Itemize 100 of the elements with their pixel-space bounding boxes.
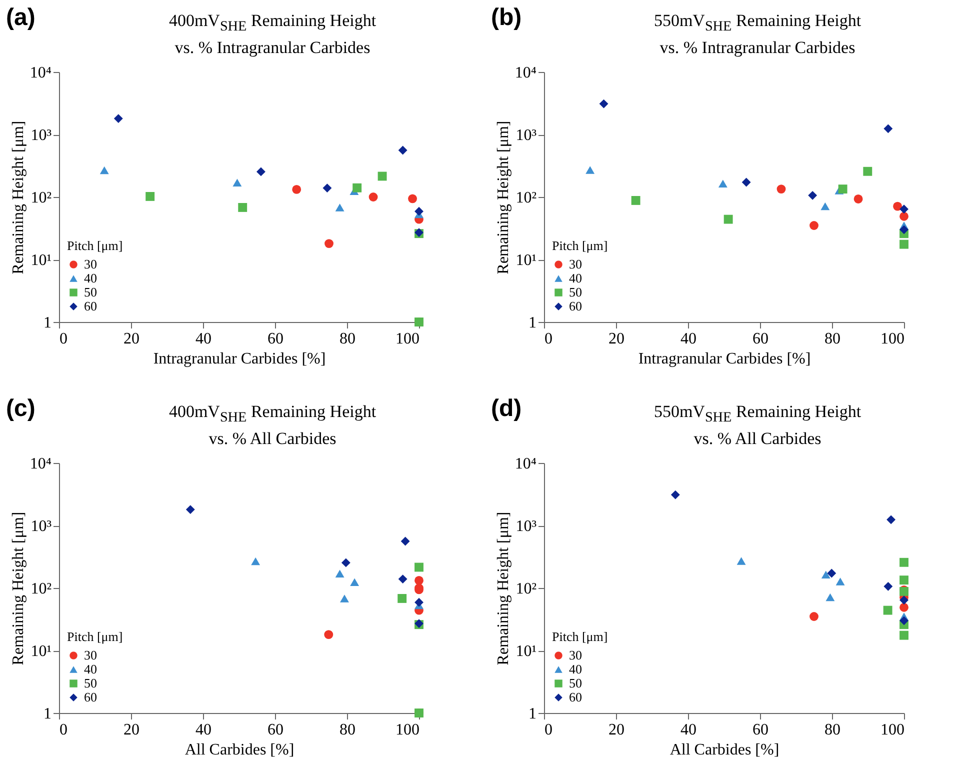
point xyxy=(408,194,417,204)
legend-label: 30 xyxy=(569,648,582,663)
point xyxy=(670,490,680,500)
x-tick-label: 40 xyxy=(196,330,212,348)
point xyxy=(414,207,424,216)
y-tick-label: 10³ xyxy=(516,518,537,536)
x-tick-label: 0 xyxy=(544,722,552,739)
x-tick-label: 100 xyxy=(880,722,904,739)
x-tick-label: 100 xyxy=(396,330,420,348)
legend-label: 60 xyxy=(84,298,97,314)
y-tick-label: 1 xyxy=(528,314,536,332)
y-axis-title: Remaining Height [μm] xyxy=(10,512,27,666)
point xyxy=(900,576,908,585)
point xyxy=(718,180,728,188)
point xyxy=(378,172,387,182)
point xyxy=(400,537,410,546)
point xyxy=(322,184,332,193)
chart-subtitle: vs. % Intragranular Carbides xyxy=(660,38,856,58)
y-axis-title: Remaining Height [μm] xyxy=(10,121,27,275)
point xyxy=(810,221,818,230)
point xyxy=(186,505,195,514)
point xyxy=(724,215,733,224)
x-axis-title: Intragranular Carbides [%] xyxy=(638,350,811,368)
point xyxy=(900,240,908,250)
x-tick-label: 40 xyxy=(680,330,696,348)
legend-label: 30 xyxy=(569,256,582,272)
point xyxy=(414,563,424,572)
y-tick-label: 10³ xyxy=(30,127,52,144)
legend-label: 60 xyxy=(569,690,582,705)
y-tick-label: 10⁴ xyxy=(514,64,537,82)
y-tick-label: 1 xyxy=(528,706,536,723)
point xyxy=(146,192,155,202)
legend-title: Pitch [μm] xyxy=(67,238,123,254)
point xyxy=(324,630,334,640)
chart-title: 550mV$_{SHE}$ Remaining Height xyxy=(654,402,862,426)
x-tick-label: 40 xyxy=(196,722,212,739)
x-tick-label: 60 xyxy=(752,330,768,348)
x-tick-label: 60 xyxy=(268,330,284,348)
point xyxy=(292,185,302,194)
point xyxy=(368,192,378,202)
point xyxy=(340,594,349,603)
legend-title: Pitch [μm] xyxy=(552,238,608,254)
point xyxy=(821,571,830,579)
x-tick-label: 20 xyxy=(608,330,624,348)
x-tick-label: 20 xyxy=(608,722,624,739)
y-tick-label: 10¹ xyxy=(516,252,537,270)
point xyxy=(810,612,818,622)
x-tick-label: 80 xyxy=(824,722,840,739)
point xyxy=(900,631,908,640)
point xyxy=(100,166,109,175)
point xyxy=(251,558,260,566)
text: (a) xyxy=(6,4,36,32)
x-tick-label: 60 xyxy=(752,722,768,739)
y-tick-label: 10² xyxy=(516,190,537,207)
legend-label: 50 xyxy=(84,676,97,691)
point xyxy=(350,578,360,586)
point xyxy=(256,168,266,177)
point xyxy=(736,558,746,566)
point xyxy=(398,146,408,156)
legend-label: 30 xyxy=(84,256,97,272)
point xyxy=(900,603,908,612)
x-tick-label: 80 xyxy=(340,330,356,348)
y-tick-label: 10⁴ xyxy=(30,456,52,473)
point xyxy=(838,184,848,194)
point xyxy=(414,598,424,608)
x-tick-label: 0 xyxy=(60,722,68,739)
point xyxy=(232,179,242,187)
y-axis-title: Remaining Height [μm] xyxy=(494,121,512,275)
chart-title: 400mV$_{SHE}$ Remaining Height xyxy=(168,402,376,426)
legend-label: 40 xyxy=(84,662,97,677)
point xyxy=(808,191,818,200)
y-tick-label: 10⁴ xyxy=(30,64,52,82)
point xyxy=(883,606,892,616)
x-tick-label: 100 xyxy=(396,722,420,739)
chart-subtitle: vs. % Intragranular Carbides xyxy=(174,38,370,58)
x-tick-label: 80 xyxy=(340,722,356,739)
point xyxy=(398,594,407,604)
x-axis-title: All Carbides [%] xyxy=(184,742,294,759)
chart-subtitle: vs. % All Carbides xyxy=(208,429,336,448)
point xyxy=(324,239,334,248)
y-tick-label: 10¹ xyxy=(30,643,52,660)
chart-title: 400mV$_{SHE}$ Remaining Height xyxy=(168,11,376,34)
point xyxy=(599,100,608,109)
x-axis-title: All Carbides [%] xyxy=(670,742,780,759)
x-tick-label: 80 xyxy=(824,330,840,348)
point xyxy=(886,516,896,525)
text: (d) xyxy=(491,395,522,423)
legend-label: 60 xyxy=(569,298,582,314)
point xyxy=(863,167,872,176)
point xyxy=(776,184,786,194)
x-tick-label: 20 xyxy=(124,722,140,739)
legend-title: Pitch [μm] xyxy=(67,629,123,644)
x-tick-label: 100 xyxy=(880,330,904,348)
point xyxy=(900,596,908,605)
x-tick-label: 60 xyxy=(268,722,284,739)
y-tick-label: 10¹ xyxy=(30,252,52,270)
point xyxy=(884,124,893,134)
point xyxy=(900,558,908,568)
point xyxy=(742,178,751,188)
y-tick-label: 1 xyxy=(44,314,52,332)
